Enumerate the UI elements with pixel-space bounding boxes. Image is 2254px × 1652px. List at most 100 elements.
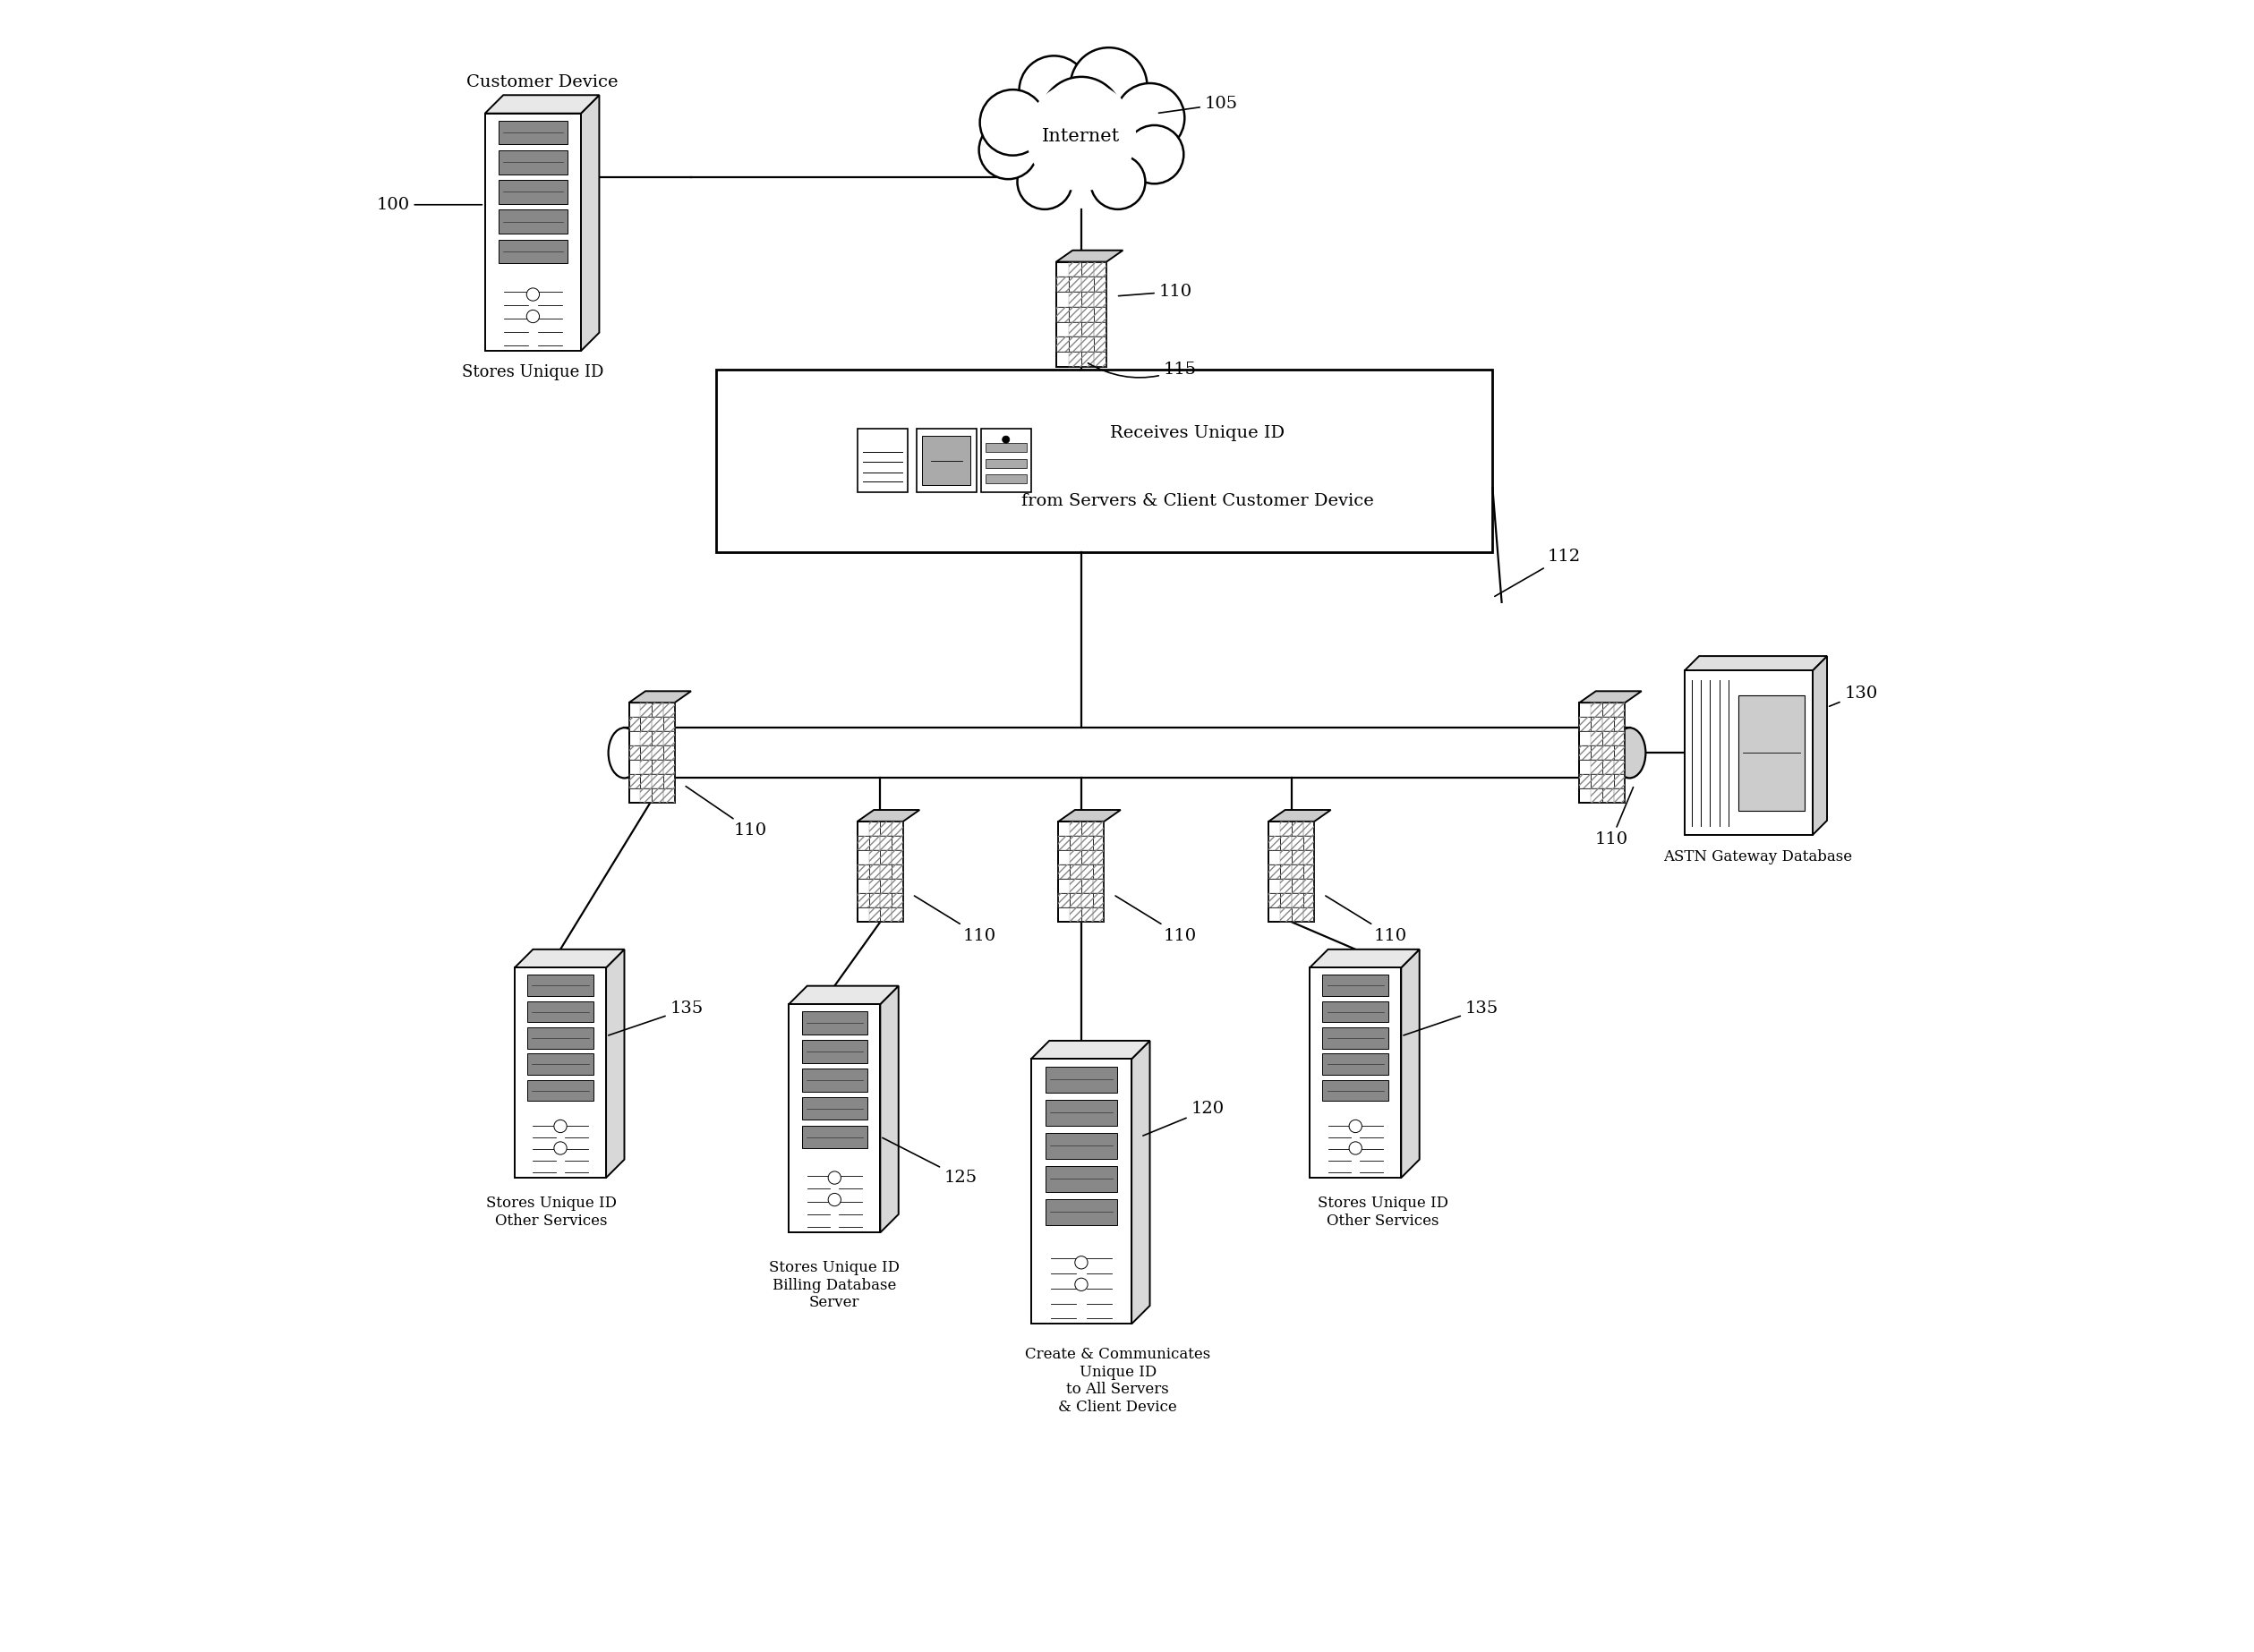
Polygon shape bbox=[498, 180, 568, 203]
Circle shape bbox=[980, 89, 1046, 155]
Polygon shape bbox=[1310, 968, 1402, 1178]
Polygon shape bbox=[527, 1001, 593, 1023]
Text: Customer Device: Customer Device bbox=[467, 74, 618, 91]
Polygon shape bbox=[1046, 1166, 1118, 1193]
Circle shape bbox=[827, 1193, 841, 1206]
Text: 110: 110 bbox=[685, 786, 766, 839]
Polygon shape bbox=[1580, 702, 1625, 803]
Polygon shape bbox=[1057, 261, 1107, 367]
Ellipse shape bbox=[609, 729, 640, 778]
Polygon shape bbox=[1580, 691, 1641, 702]
Polygon shape bbox=[1310, 950, 1420, 968]
Polygon shape bbox=[1057, 251, 1122, 261]
Polygon shape bbox=[1059, 821, 1104, 922]
Polygon shape bbox=[802, 1011, 868, 1034]
Polygon shape bbox=[881, 986, 899, 1232]
Text: Stores Unique ID
Other Services: Stores Unique ID Other Services bbox=[487, 1196, 618, 1229]
Text: 110: 110 bbox=[1325, 895, 1406, 943]
Text: Stores Unique ID
Billing Database
Server: Stores Unique ID Billing Database Server bbox=[769, 1260, 899, 1310]
Text: 110: 110 bbox=[1596, 788, 1634, 847]
Polygon shape bbox=[980, 428, 1030, 492]
Circle shape bbox=[1039, 78, 1122, 159]
Text: 112: 112 bbox=[1494, 548, 1580, 596]
Polygon shape bbox=[1132, 1041, 1150, 1323]
Polygon shape bbox=[498, 210, 568, 233]
Polygon shape bbox=[1402, 950, 1420, 1178]
Text: Receives Unique ID: Receives Unique ID bbox=[1109, 425, 1285, 441]
Polygon shape bbox=[1046, 1133, 1118, 1160]
Polygon shape bbox=[1323, 975, 1388, 996]
Text: Internet: Internet bbox=[1041, 127, 1120, 145]
Circle shape bbox=[1125, 126, 1183, 183]
Polygon shape bbox=[985, 443, 1026, 453]
Circle shape bbox=[554, 1142, 566, 1155]
Polygon shape bbox=[1030, 1059, 1132, 1323]
Ellipse shape bbox=[1614, 729, 1645, 778]
Text: 125: 125 bbox=[884, 1138, 978, 1186]
Text: 100: 100 bbox=[376, 197, 482, 213]
Text: Stores Unique ID
Other Services: Stores Unique ID Other Services bbox=[1319, 1196, 1449, 1229]
Polygon shape bbox=[582, 96, 600, 350]
FancyBboxPatch shape bbox=[717, 368, 1492, 552]
Polygon shape bbox=[485, 96, 600, 114]
Polygon shape bbox=[802, 1125, 868, 1148]
Polygon shape bbox=[1684, 656, 1828, 671]
Polygon shape bbox=[1030, 1041, 1150, 1059]
Circle shape bbox=[1019, 56, 1089, 126]
Polygon shape bbox=[498, 240, 568, 263]
Circle shape bbox=[527, 311, 539, 322]
Polygon shape bbox=[1046, 1199, 1118, 1226]
Polygon shape bbox=[789, 986, 899, 1004]
Text: 110: 110 bbox=[1118, 284, 1192, 299]
Text: 105: 105 bbox=[1159, 96, 1237, 112]
Text: Stores Unique ID: Stores Unique ID bbox=[462, 365, 604, 380]
Text: Create & Communicates
Unique ID
to All Servers
& Client Device: Create & Communicates Unique ID to All S… bbox=[1026, 1346, 1210, 1414]
Polygon shape bbox=[1046, 1066, 1118, 1092]
Polygon shape bbox=[1323, 1028, 1388, 1049]
Circle shape bbox=[1091, 155, 1145, 210]
Polygon shape bbox=[1323, 1001, 1388, 1023]
Polygon shape bbox=[857, 428, 908, 492]
Polygon shape bbox=[985, 474, 1026, 484]
Polygon shape bbox=[802, 1069, 868, 1092]
Polygon shape bbox=[1059, 809, 1120, 821]
Polygon shape bbox=[1684, 671, 1812, 836]
Circle shape bbox=[1075, 1279, 1089, 1290]
Text: 120: 120 bbox=[1143, 1102, 1224, 1135]
Text: from Servers & Client Customer Device: from Servers & Client Customer Device bbox=[1021, 492, 1373, 509]
Polygon shape bbox=[985, 459, 1026, 468]
Text: 110: 110 bbox=[1116, 895, 1197, 943]
Polygon shape bbox=[1269, 809, 1330, 821]
Text: 110: 110 bbox=[915, 895, 996, 943]
Circle shape bbox=[1003, 436, 1010, 443]
Circle shape bbox=[1017, 155, 1073, 210]
Polygon shape bbox=[498, 121, 568, 144]
Polygon shape bbox=[485, 114, 582, 350]
Polygon shape bbox=[802, 1041, 868, 1062]
Circle shape bbox=[978, 121, 1037, 178]
Circle shape bbox=[827, 1171, 841, 1184]
Polygon shape bbox=[917, 428, 976, 492]
Polygon shape bbox=[857, 809, 920, 821]
Text: ASTN Gateway Database: ASTN Gateway Database bbox=[1663, 849, 1853, 864]
Text: 135: 135 bbox=[1404, 1001, 1499, 1036]
Polygon shape bbox=[1738, 695, 1805, 811]
Circle shape bbox=[1350, 1142, 1361, 1155]
Polygon shape bbox=[629, 691, 692, 702]
Polygon shape bbox=[857, 821, 904, 922]
Polygon shape bbox=[629, 702, 674, 803]
Text: 115: 115 bbox=[1089, 362, 1197, 378]
Circle shape bbox=[554, 1120, 566, 1133]
Polygon shape bbox=[1323, 1054, 1388, 1075]
Polygon shape bbox=[1269, 821, 1314, 922]
Polygon shape bbox=[498, 150, 568, 173]
Polygon shape bbox=[1046, 1099, 1118, 1127]
Polygon shape bbox=[514, 950, 624, 968]
Polygon shape bbox=[527, 1080, 593, 1100]
Polygon shape bbox=[802, 1097, 868, 1120]
Circle shape bbox=[1075, 1256, 1089, 1269]
Polygon shape bbox=[789, 1004, 881, 1232]
Polygon shape bbox=[527, 1054, 593, 1075]
Polygon shape bbox=[1812, 656, 1828, 836]
Polygon shape bbox=[1323, 1080, 1388, 1100]
